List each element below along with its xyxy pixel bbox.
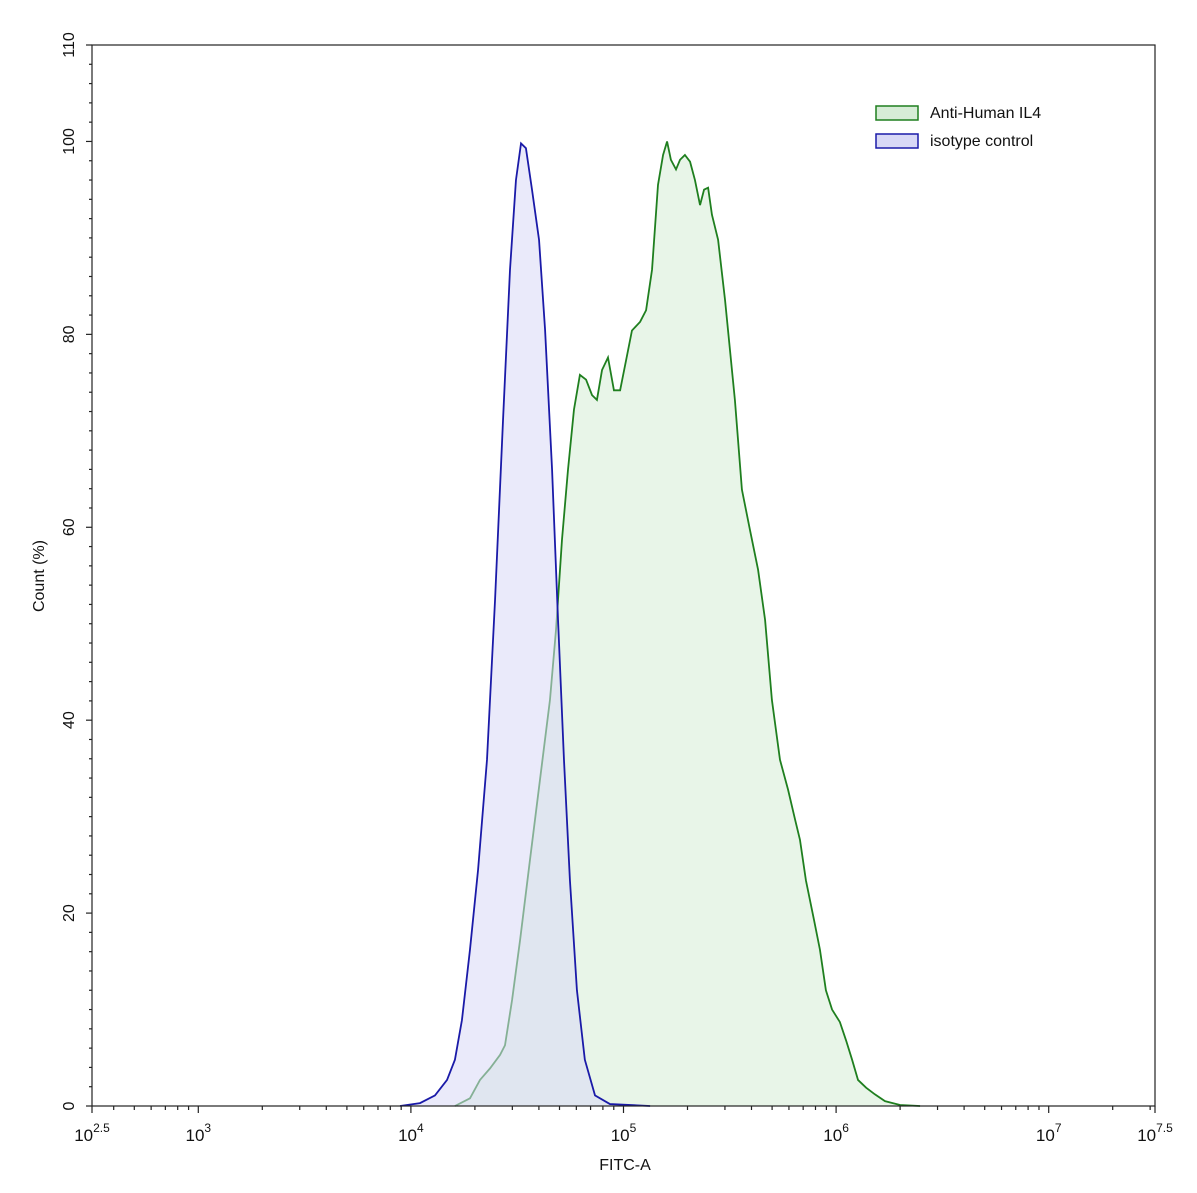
y-tick-label: 0 <box>61 1101 78 1110</box>
legend-label: isotype control <box>930 133 1033 150</box>
area <box>400 143 651 1106</box>
y-tick-label: 60 <box>61 518 78 536</box>
y-tick-label: 40 <box>61 711 78 729</box>
x-tick-label: 106 <box>823 1121 849 1145</box>
legend-label: Anti-Human IL4 <box>930 105 1041 122</box>
y-tick-label: 100 <box>61 128 78 155</box>
legend-swatch <box>875 105 919 121</box>
line <box>399 141 651 1107</box>
area <box>454 141 921 1106</box>
x-tick-label: 105 <box>611 1121 637 1145</box>
y-tick-label: 110 <box>61 32 78 58</box>
x-tick-label: 107.5 <box>1137 1121 1173 1145</box>
y-axis-label: Count (%) <box>31 540 48 612</box>
x-tick-label: 107 <box>1036 1121 1062 1145</box>
x-tick-label: 102.5 <box>74 1121 110 1145</box>
y-tick-label: 80 <box>61 325 78 343</box>
x-tick-label: 104 <box>398 1121 424 1145</box>
y-tick-label: 20 <box>61 904 78 922</box>
x-axis-label: FITC-A <box>599 1157 651 1174</box>
x-tick-label: 103 <box>185 1121 211 1145</box>
legend-swatch <box>875 133 919 149</box>
